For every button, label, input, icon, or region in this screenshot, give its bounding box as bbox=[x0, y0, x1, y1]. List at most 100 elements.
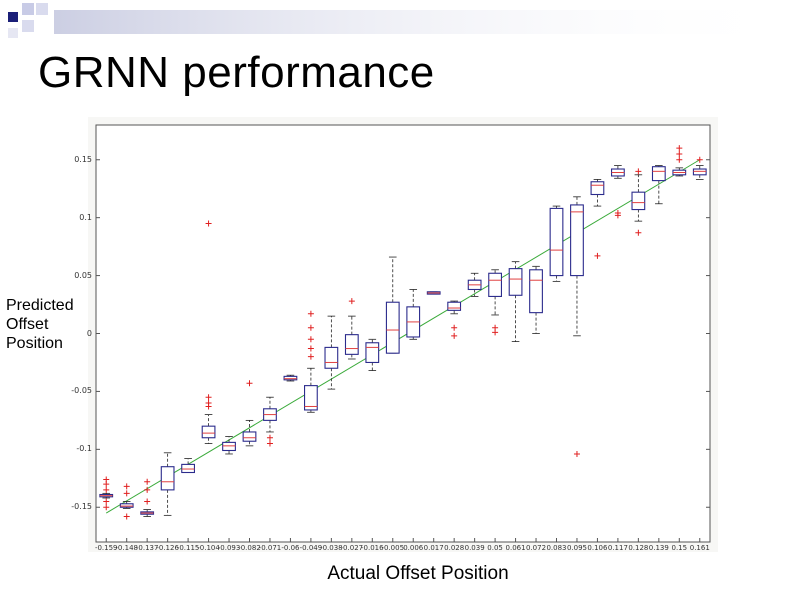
x-tick-label: 0.161 bbox=[690, 544, 710, 552]
outlier-marker bbox=[696, 156, 703, 163]
x-tick-label: 0.095 bbox=[567, 544, 587, 552]
x-tick-label: 0.072 bbox=[526, 544, 546, 552]
x-tick-label: -0.159 bbox=[95, 544, 118, 552]
x-tick-label: -0.027 bbox=[341, 544, 364, 552]
outlier-marker bbox=[614, 212, 621, 219]
box bbox=[222, 441, 236, 452]
x-tick-label: -0.049 bbox=[300, 544, 323, 552]
outlier-marker bbox=[307, 353, 314, 360]
y-axis-label-line: Predicted bbox=[6, 297, 74, 314]
box bbox=[590, 181, 605, 196]
x-tick-label: -0.115 bbox=[177, 544, 200, 552]
x-tick-label: 0.039 bbox=[465, 544, 485, 552]
outlier-marker bbox=[676, 156, 683, 163]
box bbox=[344, 334, 359, 355]
y-tick-label: 0.1 bbox=[79, 212, 92, 222]
outlier-marker bbox=[103, 481, 110, 488]
outlier-marker bbox=[594, 252, 601, 259]
outlier-marker bbox=[573, 450, 580, 457]
outlier-marker bbox=[205, 220, 212, 227]
outlier-marker bbox=[123, 483, 130, 490]
x-tick-label: 0.139 bbox=[649, 544, 669, 552]
outlier-marker bbox=[144, 478, 151, 485]
box bbox=[508, 268, 523, 296]
box bbox=[570, 204, 584, 277]
y-axis-label: Predicted Offset Position bbox=[6, 296, 86, 353]
outlier-marker bbox=[676, 150, 683, 157]
x-tick-label: -0.071 bbox=[259, 544, 282, 552]
outlier-marker bbox=[144, 486, 151, 493]
outlier-marker bbox=[635, 229, 642, 236]
outlier-marker bbox=[307, 310, 314, 317]
outlier-marker bbox=[205, 403, 212, 410]
outlier-marker bbox=[123, 513, 130, 520]
box bbox=[201, 425, 216, 439]
slide-corner-decoration bbox=[8, 3, 794, 38]
outlier-marker bbox=[144, 498, 151, 505]
outlier-marker bbox=[103, 486, 110, 493]
x-tick-label: 0.006 bbox=[403, 544, 424, 552]
y-tick-label: 0.05 bbox=[74, 270, 92, 280]
box bbox=[181, 463, 195, 474]
boxplot-svg: -0.159-0.148-0.137-0.126-0.115-0.104-0.0… bbox=[95, 124, 711, 552]
box bbox=[119, 503, 134, 508]
x-tick-label: -0.005 bbox=[381, 544, 404, 552]
y-axis-label-line: Position bbox=[6, 335, 63, 352]
outlier-marker bbox=[246, 380, 253, 387]
x-tick-label: 0.061 bbox=[506, 544, 526, 552]
x-tick-label: -0.104 bbox=[197, 544, 220, 552]
x-tick-label: -0.082 bbox=[238, 544, 261, 552]
boxplot-chart: -0.159 -0.148 -0.137 -0.126 -0.115 -0.104 -0.0… bbox=[71, 117, 718, 552]
outlier-marker bbox=[307, 345, 314, 352]
box bbox=[529, 269, 543, 314]
x-tick-label: 0.028 bbox=[444, 544, 464, 552]
box bbox=[692, 168, 707, 176]
box bbox=[385, 301, 400, 354]
box bbox=[488, 272, 502, 297]
outlier-marker bbox=[205, 394, 212, 401]
box bbox=[160, 466, 175, 491]
outlier-marker bbox=[451, 324, 458, 331]
outlier-marker bbox=[307, 324, 314, 331]
x-tick-label: -0.016 bbox=[361, 544, 384, 552]
outlier-marker bbox=[676, 145, 683, 152]
y-tick-label: -0.05 bbox=[71, 386, 92, 396]
outlier-marker bbox=[635, 168, 642, 175]
x-tick-label: 0.15 bbox=[672, 544, 688, 552]
x-tick-label: -0.038 bbox=[320, 544, 343, 552]
box bbox=[549, 207, 564, 277]
x-tick-label: 0.083 bbox=[546, 544, 566, 552]
box bbox=[447, 301, 462, 311]
box bbox=[283, 375, 298, 381]
x-tick-label: -0.148 bbox=[115, 544, 138, 552]
x-tick-label: -0.126 bbox=[156, 544, 179, 552]
y-tick-label: -0.1 bbox=[76, 444, 92, 454]
outlier-marker bbox=[348, 298, 355, 305]
box bbox=[304, 385, 318, 411]
box bbox=[242, 431, 257, 442]
x-tick-label: -0.093 bbox=[218, 544, 241, 552]
outlier-marker bbox=[266, 434, 273, 441]
x-tick-label: -0.137 bbox=[136, 544, 159, 552]
y-tick-label: -0.15 bbox=[71, 502, 92, 512]
outlier-marker bbox=[266, 440, 273, 447]
y-axis-label-line: Offset bbox=[6, 316, 49, 333]
x-tick-label: -0.06 bbox=[281, 544, 300, 552]
x-tick-label: 0.017 bbox=[424, 544, 444, 552]
box bbox=[631, 191, 646, 211]
fit-line bbox=[105, 159, 701, 514]
y-tick-label: 0 bbox=[86, 328, 92, 338]
x-tick-label: 0.106 bbox=[587, 544, 608, 552]
outlier-marker bbox=[307, 336, 314, 343]
box bbox=[365, 342, 380, 364]
plot-area bbox=[95, 124, 711, 543]
outlier-marker bbox=[492, 329, 499, 336]
box bbox=[324, 346, 339, 369]
box bbox=[651, 166, 666, 182]
outlier-marker bbox=[103, 504, 110, 511]
outlier-marker bbox=[123, 490, 130, 497]
x-tick-label: 0.05 bbox=[487, 544, 503, 552]
outlier-marker bbox=[103, 498, 110, 505]
x-axis-label: Actual Offset Position bbox=[327, 563, 509, 584]
slide-title: GRNN performance bbox=[38, 48, 435, 97]
